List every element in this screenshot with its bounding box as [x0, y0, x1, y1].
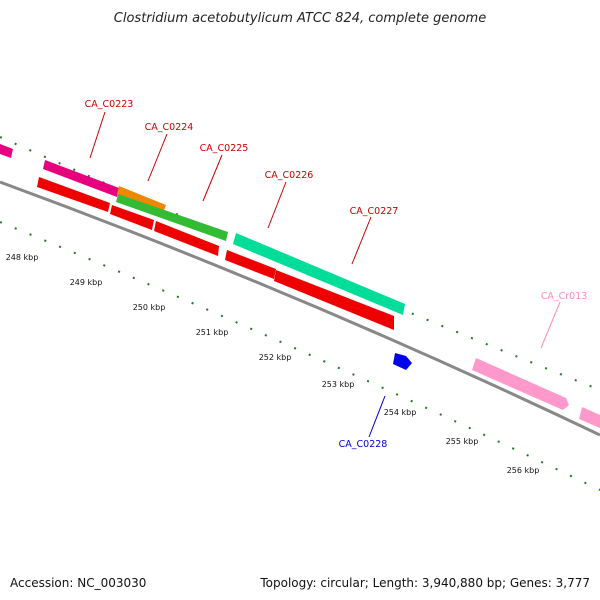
kbp-label: 248 kbp: [6, 253, 39, 262]
kbp-label: 249 kbp: [70, 278, 103, 287]
gene-label-ca-c0224: CA_C0224: [145, 122, 194, 133]
gene-label-ca-c0223: CA_C0223: [85, 99, 134, 110]
kbp-label: 254 kbp: [384, 408, 417, 417]
gene-feature-ca-c0226[interactable]: [233, 233, 405, 315]
kbp-label: 253 kbp: [322, 380, 355, 389]
cds-feature-4[interactable]: [225, 250, 276, 279]
cds-feature-1[interactable]: [37, 177, 110, 212]
gene-feature-magenta-left[interactable]: [0, 144, 13, 158]
cds-feature-3[interactable]: [154, 221, 219, 256]
rrna-feature-right[interactable]: [579, 407, 600, 428]
gene-label-ca-c0225: CA_C0225: [200, 143, 249, 154]
map-title: Clostridium acetobutylicum ATCC 824, com…: [114, 11, 486, 26]
gene-label-ca-cr013: CA_Cr013: [541, 291, 588, 302]
leader-line-ca-c0223: [89, 111, 106, 159]
gene-label-ca-c0227: CA_C0227: [350, 206, 399, 217]
gene-feature-ca-c0223[interactable]: [43, 160, 119, 197]
kbp-label: 252 kbp: [259, 353, 292, 362]
gene-label-ca-c0228: CA_C0228: [339, 439, 388, 450]
leader-line-ca-c0226: [267, 181, 287, 229]
cds-feature-2[interactable]: [110, 205, 154, 230]
leader-line-ca-c0224: [147, 133, 168, 182]
genome-backbone: [0, 180, 600, 437]
gene-label-ca-c0226: CA_C0226: [265, 170, 314, 181]
kbp-label: 256 kbp: [507, 466, 540, 475]
rrna-feature-ca-cr013[interactable]: [472, 358, 569, 410]
cds-feature-5[interactable]: [274, 270, 394, 330]
accession-label: Accession: NC_003030: [10, 576, 146, 590]
leader-line-ca-c0227: [351, 216, 372, 265]
kbp-label: 250 kbp: [133, 303, 166, 312]
gene-feature-ca-c0225[interactable]: [116, 194, 228, 241]
kbp-label: 251 kbp: [196, 328, 229, 337]
gene-feature-ca-c0228[interactable]: [393, 353, 412, 370]
kbp-label: 255 kbp: [446, 437, 479, 446]
gene-feature-ca-c0224[interactable]: [117, 186, 166, 213]
genome-summary: Topology: circular; Length: 3,940,880 bp…: [259, 576, 590, 590]
leader-line-ca-c0225: [202, 154, 223, 202]
leader-line-ca-c0228: [368, 395, 386, 438]
leader-line-ca-cr013: [540, 301, 561, 349]
